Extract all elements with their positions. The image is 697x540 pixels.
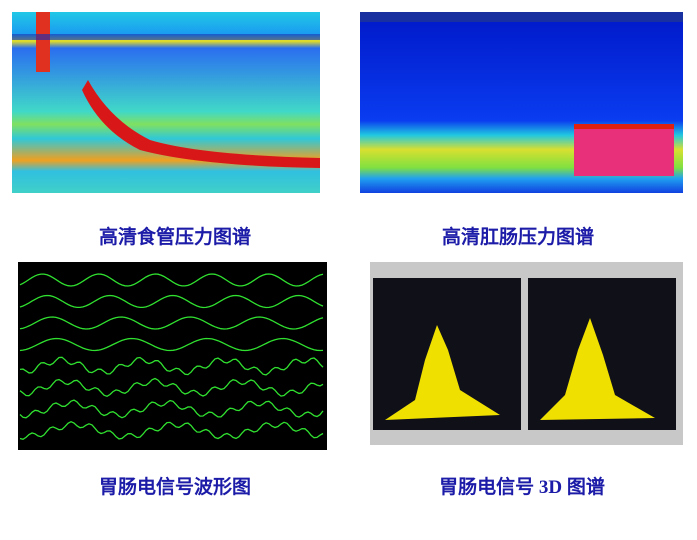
wave-trace bbox=[19, 356, 324, 376]
esophageal-map bbox=[12, 12, 320, 193]
wave-trace bbox=[19, 337, 324, 352]
wave-trace bbox=[19, 273, 324, 287]
wave-trace bbox=[19, 294, 324, 309]
gastric-waveform bbox=[18, 262, 327, 450]
caption: 高清肛肠压力图谱 bbox=[441, 227, 594, 248]
caption: 高清食管压力图谱 bbox=[98, 227, 251, 248]
wave-trace bbox=[19, 399, 324, 419]
wave-trace bbox=[19, 316, 324, 330]
wave-trace bbox=[19, 420, 324, 441]
caption: 胃肠电信号 3D 图谱 bbox=[439, 477, 605, 498]
caption: 胃肠电信号波形图 bbox=[98, 477, 251, 498]
anorectal-map bbox=[360, 12, 683, 193]
wave-trace bbox=[19, 377, 324, 398]
gastric-3d-spectrum bbox=[370, 262, 683, 445]
